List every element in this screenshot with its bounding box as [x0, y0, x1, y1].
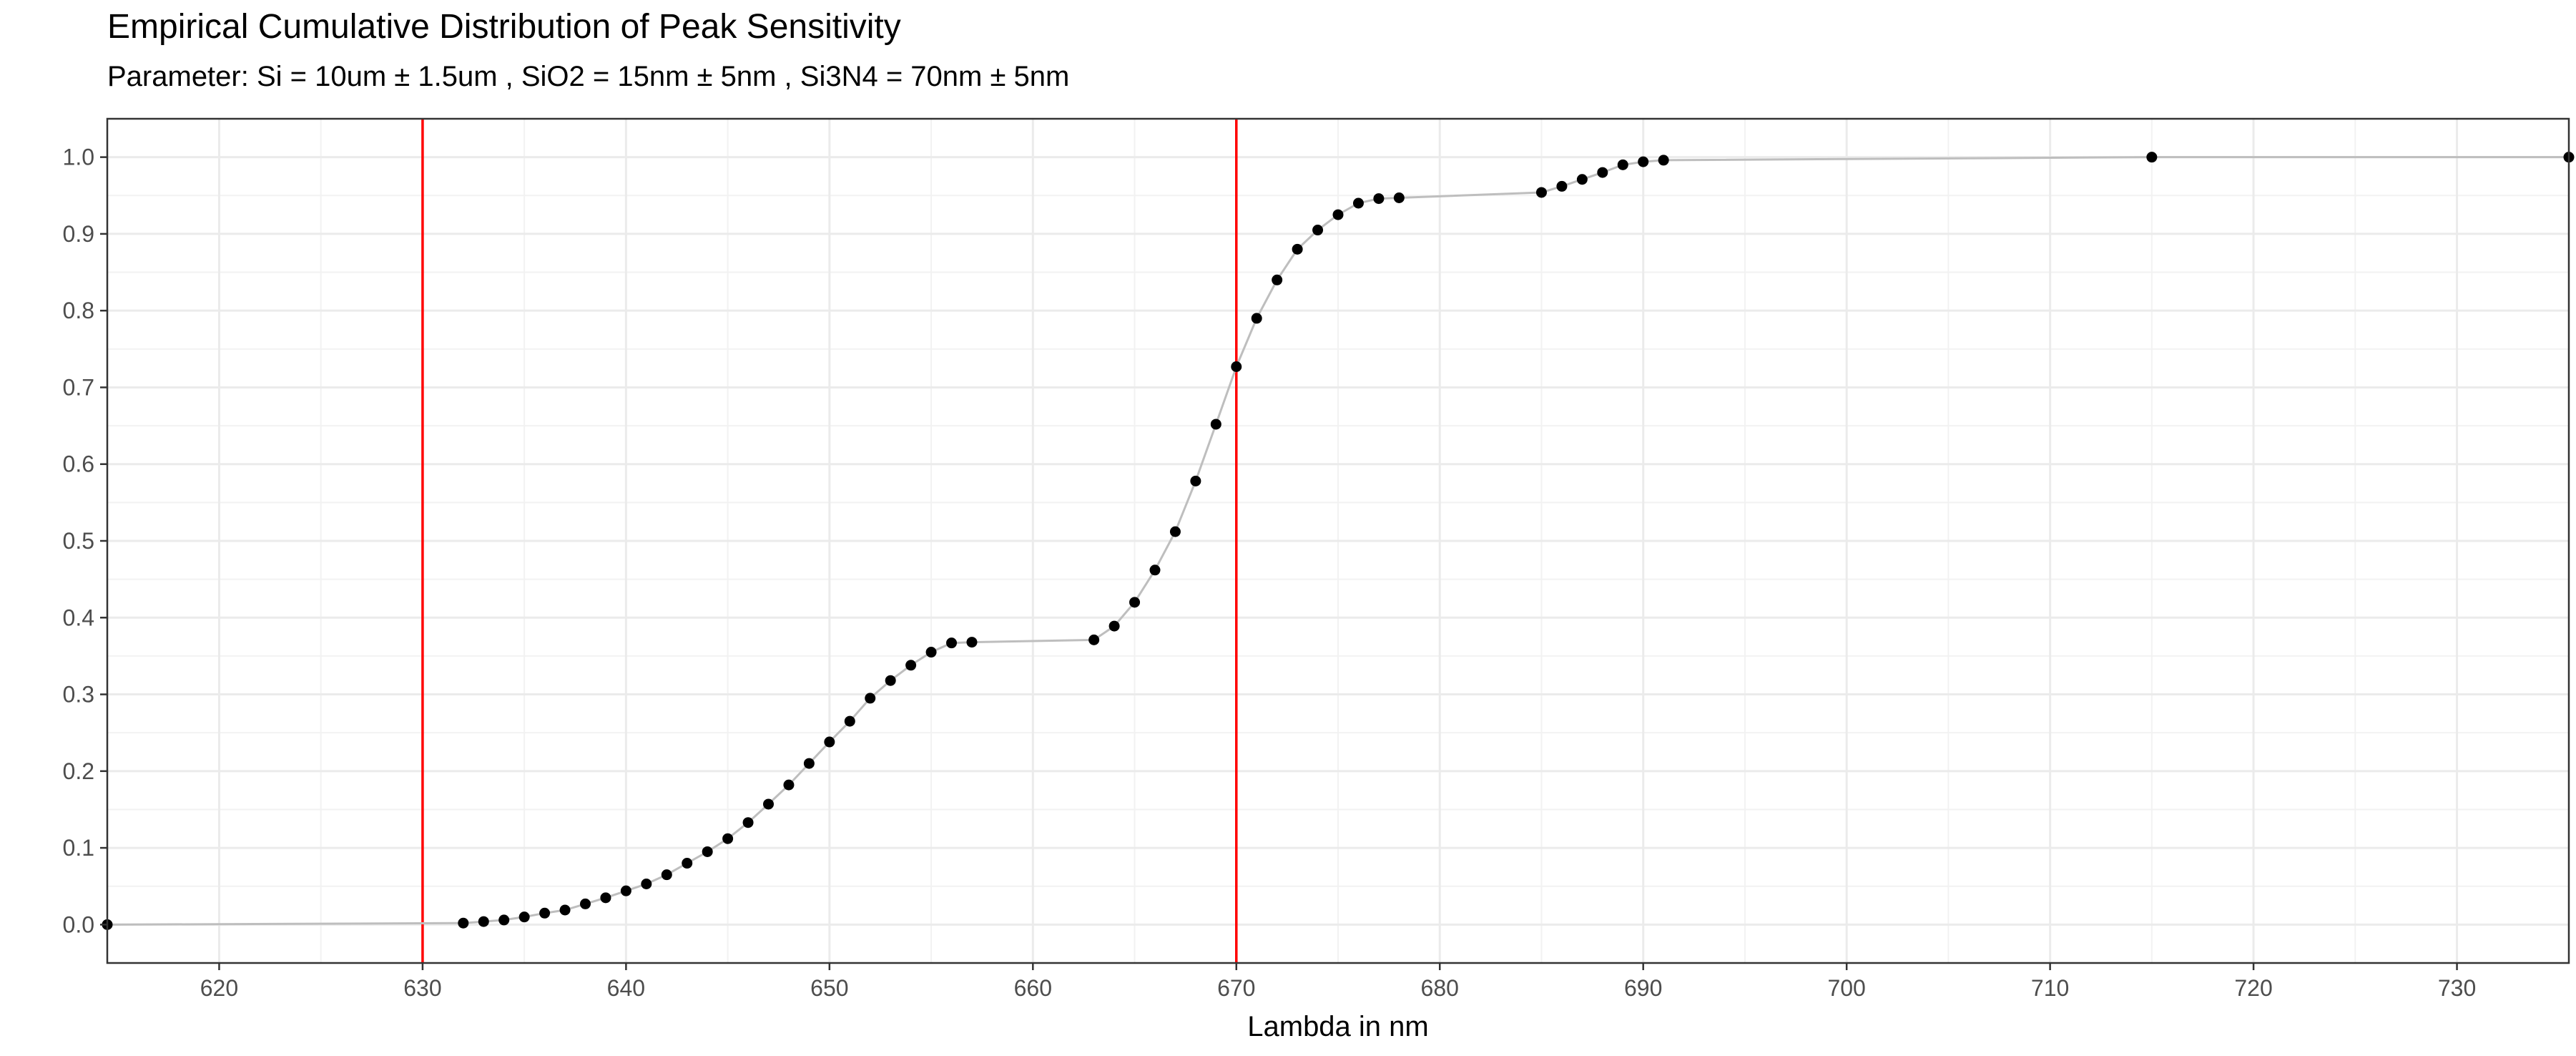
x-tick-label: 680 [1421, 975, 1459, 1001]
data-point [2146, 152, 2158, 163]
data-point [925, 647, 937, 658]
x-tick-label: 660 [1014, 975, 1052, 1001]
data-point [1658, 155, 1669, 166]
data-point [1231, 361, 1242, 372]
x-axis-title: Lambda in nm [1247, 1011, 1428, 1042]
reference-lines [421, 119, 1238, 963]
data-point [1210, 419, 1221, 430]
data-point [844, 715, 855, 727]
data-point [518, 911, 530, 923]
data-point [1088, 634, 1100, 645]
data-point [600, 892, 611, 904]
data-point [803, 758, 815, 769]
data-point [1108, 620, 1120, 632]
x-tick-label: 700 [1827, 975, 1865, 1001]
data-point [1190, 475, 1201, 487]
data-point [478, 916, 489, 927]
data-point [1332, 209, 1344, 220]
chart-title: Empirical Cumulative Distribution of Pea… [107, 8, 901, 46]
x-tick-label: 630 [403, 975, 441, 1001]
data-point [1556, 180, 1568, 192]
x-axis-tick-labels: 620 630 640 650 660 670 680 690 700 710 720 730 [200, 975, 2476, 1001]
axis-tick-marks [100, 156, 2458, 970]
x-tick-label: 640 [607, 975, 645, 1001]
x-tick-label: 730 [2438, 975, 2476, 1001]
data-point [742, 817, 754, 828]
x-tick-label: 670 [1217, 975, 1255, 1001]
data-point [865, 693, 876, 704]
data-point [1292, 243, 1303, 255]
data-point [579, 898, 591, 909]
data-point [1373, 193, 1385, 205]
data-point [641, 879, 652, 890]
data-point [539, 907, 551, 919]
x-tick-label: 620 [200, 975, 238, 1001]
data-point [1352, 197, 1364, 209]
data-point [1617, 159, 1628, 170]
y-tick-label: 0.4 [63, 605, 94, 630]
data-point [885, 675, 896, 686]
data-point [1129, 597, 1141, 608]
data-point [1149, 564, 1161, 576]
y-tick-label: 0.9 [63, 221, 94, 247]
chart-subtitle: Parameter: Si = 10um ± 1.5um , SiO2 = 15… [107, 61, 1070, 92]
ecdf-line [107, 156, 2569, 926]
x-tick-label: 650 [810, 975, 848, 1001]
y-tick-label: 0.3 [63, 682, 94, 708]
data-point [458, 917, 469, 929]
data-point [682, 858, 693, 869]
ecdf-points-layer [102, 152, 2575, 930]
data-point [1535, 187, 1547, 198]
x-tick-label: 690 [1624, 975, 1662, 1001]
y-tick-label: 0.5 [63, 528, 94, 554]
data-point [946, 637, 958, 649]
data-point [620, 885, 631, 896]
data-point [824, 736, 835, 748]
data-point [1576, 174, 1588, 185]
y-tick-label: 0.6 [63, 451, 94, 477]
data-point [1272, 274, 1283, 285]
data-point [1169, 526, 1181, 537]
y-tick-label: 0.1 [63, 835, 94, 861]
data-point [905, 660, 917, 671]
data-point [1597, 167, 1608, 178]
x-tick-label: 720 [2234, 975, 2272, 1001]
data-point [559, 904, 571, 916]
y-tick-label: 0.0 [63, 911, 94, 937]
data-point [783, 779, 795, 791]
data-point [498, 914, 510, 926]
data-point [722, 833, 734, 844]
data-point [661, 869, 672, 881]
y-tick-label: 0.2 [63, 758, 94, 784]
data-point [966, 637, 978, 648]
y-tick-label: 0.7 [63, 374, 94, 400]
data-point [1393, 192, 1405, 203]
data-point [763, 798, 775, 810]
data-point [702, 846, 713, 857]
y-axis-tick-labels: 0.0 0.1 0.2 0.3 0.4 0.5 0.6 0.7 0.8 0.9 1.0 [63, 145, 94, 938]
data-point [1638, 156, 1649, 167]
data-point [1251, 313, 1262, 324]
data-point [1312, 225, 1324, 236]
y-tick-label: 1.0 [63, 145, 94, 170]
ecdf-line-layer [107, 156, 2569, 926]
y-tick-label: 0.8 [63, 298, 94, 323]
x-tick-label: 710 [2031, 975, 2069, 1001]
